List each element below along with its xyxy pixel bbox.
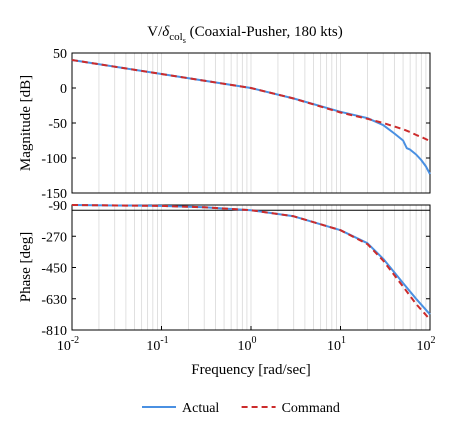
x-axis-label: Frequency [rad/sec]	[191, 362, 311, 378]
phase-series	[71, 204, 431, 321]
y-tick-label: 50	[53, 47, 67, 62]
phase-panel: -90 -270 -450 -630 -810 10-2 10-1 100 101 102 Ph…	[18, 199, 436, 378]
phase-x-ticks: 10-2 10-1 100 101 102	[57, 326, 436, 354]
magnitude-series	[71, 59, 431, 175]
phase-y-ticks: -90 -270 -450 -630 -810	[41, 199, 430, 339]
x-tick-label: 10-2	[57, 335, 79, 354]
phase-y-label: Phase [deg]	[18, 232, 34, 302]
y-tick-label: -90	[48, 199, 67, 214]
series-line-command	[71, 59, 431, 143]
magnitude-panel: 50 0 -50 -100 -150 Magnitude [dB]	[18, 47, 431, 202]
chart-title: V/δcols (Coaxial-Pusher, 180 kts)	[147, 24, 342, 45]
magnitude-grid	[98, 53, 427, 193]
y-tick-label: -630	[41, 293, 67, 308]
x-tick-label: 102	[417, 335, 436, 354]
series-line-command	[71, 204, 431, 321]
legend-label-command: Command	[282, 401, 340, 416]
y-tick-label: -810	[41, 324, 67, 339]
y-tick-label: -270	[41, 230, 67, 245]
magnitude-y-ticks: 50 0 -50 -100 -150	[41, 47, 430, 202]
legend-label-actual: Actual	[182, 401, 219, 416]
legend: Actual Command	[142, 401, 340, 416]
y-tick-label: -150	[41, 187, 67, 202]
magnitude-y-label: Magnitude [dB]	[18, 75, 34, 171]
y-tick-label: -450	[41, 262, 67, 277]
y-tick-label: -100	[41, 152, 67, 167]
x-tick-label: 100	[238, 335, 257, 354]
x-tick-label: 101	[327, 335, 346, 354]
y-tick-label: 0	[60, 82, 67, 97]
x-tick-label: 10-1	[146, 335, 168, 354]
phase-grid	[98, 205, 427, 330]
y-tick-label: -50	[48, 117, 67, 132]
